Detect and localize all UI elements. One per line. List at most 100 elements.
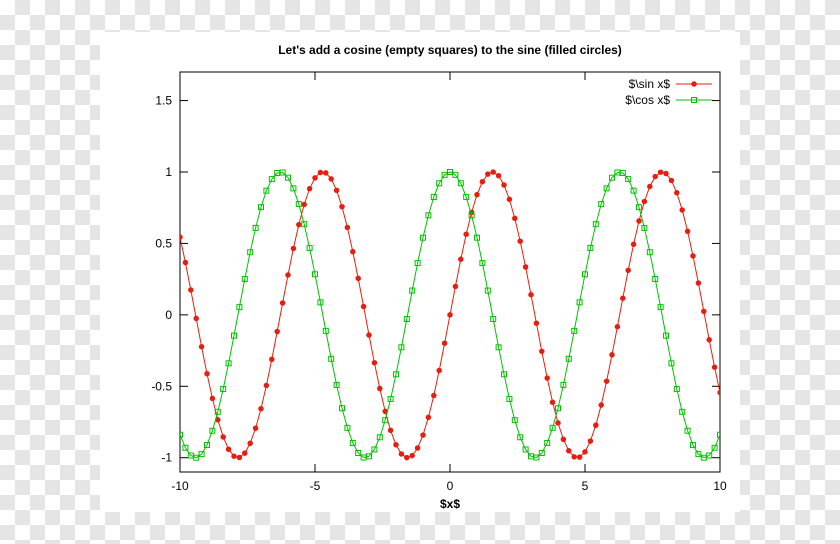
marker-sin: [529, 292, 534, 297]
marker-sin: [567, 449, 572, 454]
marker-sin: [621, 296, 626, 301]
marker-sin: [594, 423, 599, 428]
marker-sin: [518, 239, 523, 244]
marker-sin: [475, 192, 480, 197]
x-tick-label: 10: [713, 479, 727, 493]
chart-svg: -10-50510$x$-1-0.500.511.5Let's add a co…: [100, 32, 740, 512]
marker-sin: [361, 304, 366, 309]
marker-sin: [405, 455, 410, 460]
marker-sin: [615, 324, 620, 329]
marker-sin: [356, 276, 361, 281]
y-tick-label: 1: [165, 165, 172, 179]
marker-sin: [540, 349, 545, 354]
marker-sin: [480, 179, 485, 184]
marker-sin: [653, 174, 658, 179]
marker-sin: [648, 184, 653, 189]
marker-sin: [297, 222, 302, 227]
marker-sin: [221, 435, 226, 440]
marker-sin: [685, 229, 690, 234]
marker-sin: [459, 257, 464, 262]
legend-marker: [692, 82, 697, 87]
marker-sin: [642, 199, 647, 204]
marker-sin: [226, 447, 231, 452]
marker-sin: [351, 249, 356, 254]
marker-sin: [523, 265, 528, 270]
marker-sin: [631, 242, 636, 247]
marker-sin: [556, 421, 561, 426]
marker-sin: [561, 437, 566, 442]
marker-sin: [637, 219, 642, 224]
marker-sin: [572, 455, 577, 460]
marker-sin: [286, 273, 291, 278]
marker-sin: [426, 415, 431, 420]
plot-container: -10-50510$x$-1-0.500.511.5Let's add a co…: [100, 32, 740, 512]
chart-title: Let's add a cosine (empty squares) to th…: [278, 43, 622, 57]
marker-sin: [604, 379, 609, 384]
marker-sin: [264, 383, 269, 388]
marker-sin: [658, 170, 663, 175]
marker-sin: [334, 188, 339, 193]
legend-label: $\sin x$: [629, 77, 671, 91]
marker-sin: [205, 371, 210, 376]
marker-sin: [502, 183, 507, 188]
marker-sin: [280, 301, 285, 306]
y-tick-label: 0.5: [155, 236, 172, 250]
marker-sin: [583, 450, 588, 455]
marker-sin: [367, 333, 372, 338]
marker-sin: [421, 433, 426, 438]
marker-sin: [318, 170, 323, 175]
marker-sin: [183, 260, 188, 265]
marker-sin: [232, 454, 237, 459]
y-tick-label: 1.5: [155, 94, 172, 108]
marker-sin: [550, 400, 555, 405]
x-tick-label: -10: [171, 479, 189, 493]
marker-sin: [610, 353, 615, 358]
marker-sin: [291, 246, 296, 251]
marker-sin: [599, 403, 604, 408]
x-tick-label: 0: [447, 479, 454, 493]
marker-sin: [340, 204, 345, 209]
marker-sin: [415, 446, 420, 451]
marker-sin: [513, 216, 518, 221]
marker-sin: [324, 171, 329, 176]
marker-sin: [491, 170, 496, 175]
marker-sin: [237, 455, 242, 460]
marker-sin: [253, 426, 258, 431]
legend-label: $\cos x$: [625, 93, 670, 107]
marker-sin: [313, 176, 318, 181]
marker-sin: [453, 284, 458, 289]
marker-sin: [270, 357, 275, 362]
marker-sin: [410, 453, 415, 458]
marker-sin: [664, 171, 669, 176]
y-tick-label: -1: [161, 451, 172, 465]
marker-sin: [534, 321, 539, 326]
marker-sin: [194, 316, 199, 321]
marker-sin: [545, 376, 550, 381]
marker-sin: [486, 172, 491, 177]
marker-sin: [329, 177, 334, 182]
marker-sin: [675, 191, 680, 196]
marker-sin: [626, 268, 631, 273]
x-axis-label: $x$: [440, 497, 460, 511]
marker-sin: [680, 208, 685, 213]
marker-sin: [437, 368, 442, 373]
checkerboard-background: -10-50510$x$-1-0.500.511.5Let's add a co…: [0, 0, 840, 544]
marker-sin: [394, 443, 399, 448]
x-tick-label: 5: [582, 479, 589, 493]
marker-sin: [432, 393, 437, 398]
marker-sin: [259, 406, 264, 411]
marker-sin: [189, 288, 194, 293]
marker-sin: [691, 254, 696, 259]
marker-sin: [507, 197, 512, 202]
marker-sin: [307, 186, 312, 191]
marker-sin: [496, 173, 501, 178]
marker-sin: [712, 365, 717, 370]
marker-sin: [372, 360, 377, 365]
marker-sin: [243, 451, 248, 456]
y-tick-label: 0: [165, 308, 172, 322]
marker-sin: [577, 455, 582, 460]
marker-sin: [464, 232, 469, 237]
marker-sin: [210, 396, 215, 401]
marker-sin: [388, 428, 393, 433]
marker-sin: [275, 329, 280, 334]
